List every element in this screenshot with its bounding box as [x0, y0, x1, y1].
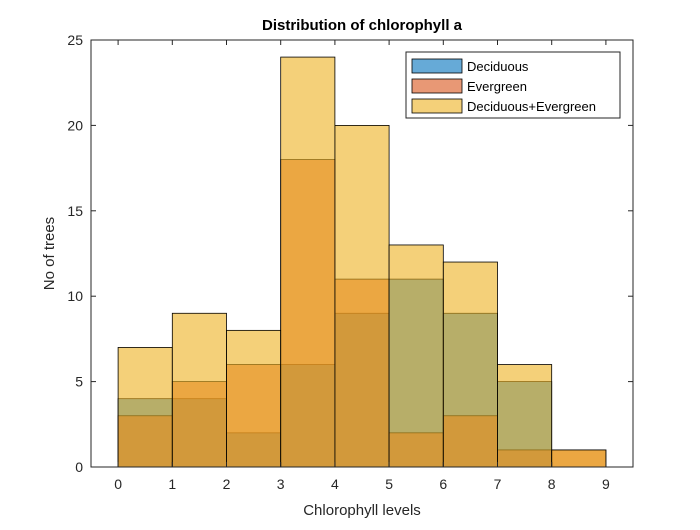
legend-entry-label: Deciduous+Evergreen [467, 99, 596, 114]
bar-series3-bin1 [117, 347, 173, 468]
y-tick-label: 10 [67, 288, 83, 304]
legend-swatch [411, 98, 463, 114]
legend-swatch [411, 58, 463, 74]
x-tick-label: 6 [439, 476, 447, 492]
x-tick-label: 7 [494, 476, 502, 492]
y-tick-label: 0 [75, 459, 83, 475]
x-tick-label: 3 [277, 476, 285, 492]
legend: Deciduous Evergreen Deciduous+Evergreen [405, 51, 621, 119]
x-tick-label: 4 [331, 476, 339, 492]
x-tick-label: 8 [548, 476, 556, 492]
bar-series3-bin5 [334, 125, 390, 468]
x-tick-label: 5 [385, 476, 393, 492]
x-tick-label: 2 [223, 476, 231, 492]
y-tick-label: 5 [75, 374, 83, 390]
bar-series3-bin6 [388, 244, 444, 468]
bar-series3-bin9 [551, 449, 607, 468]
bar-series3-bin2 [171, 312, 227, 468]
y-tick-label: 15 [67, 203, 83, 219]
bar-series3-bin3 [226, 329, 282, 468]
y-tick-label: 25 [67, 32, 83, 48]
legend-swatch [411, 78, 463, 94]
bar-series3-bin8 [497, 364, 553, 468]
x-tick-label: 9 [602, 476, 610, 492]
y-tick-label: 20 [67, 117, 83, 133]
axes-box [90, 39, 634, 468]
ticks-layer: 0 1 2 3 4 5 6 7 8 9 0 5 10 15 20 25 [67, 32, 633, 492]
x-axis-label: Chlorophyll levels [303, 502, 421, 519]
y-axis-label: No of trees [41, 217, 58, 290]
legend-entry-label: Deciduous [467, 59, 529, 74]
x-tick-label: 0 [114, 476, 122, 492]
bars-layer [117, 56, 607, 468]
bar-series3-bin7 [442, 261, 498, 468]
legend-entry-label: Evergreen [467, 79, 527, 94]
x-tick-label: 1 [168, 476, 176, 492]
chart-title: Distribution of chlorophyll a [262, 17, 463, 34]
bar-series3-bin4 [280, 56, 336, 468]
